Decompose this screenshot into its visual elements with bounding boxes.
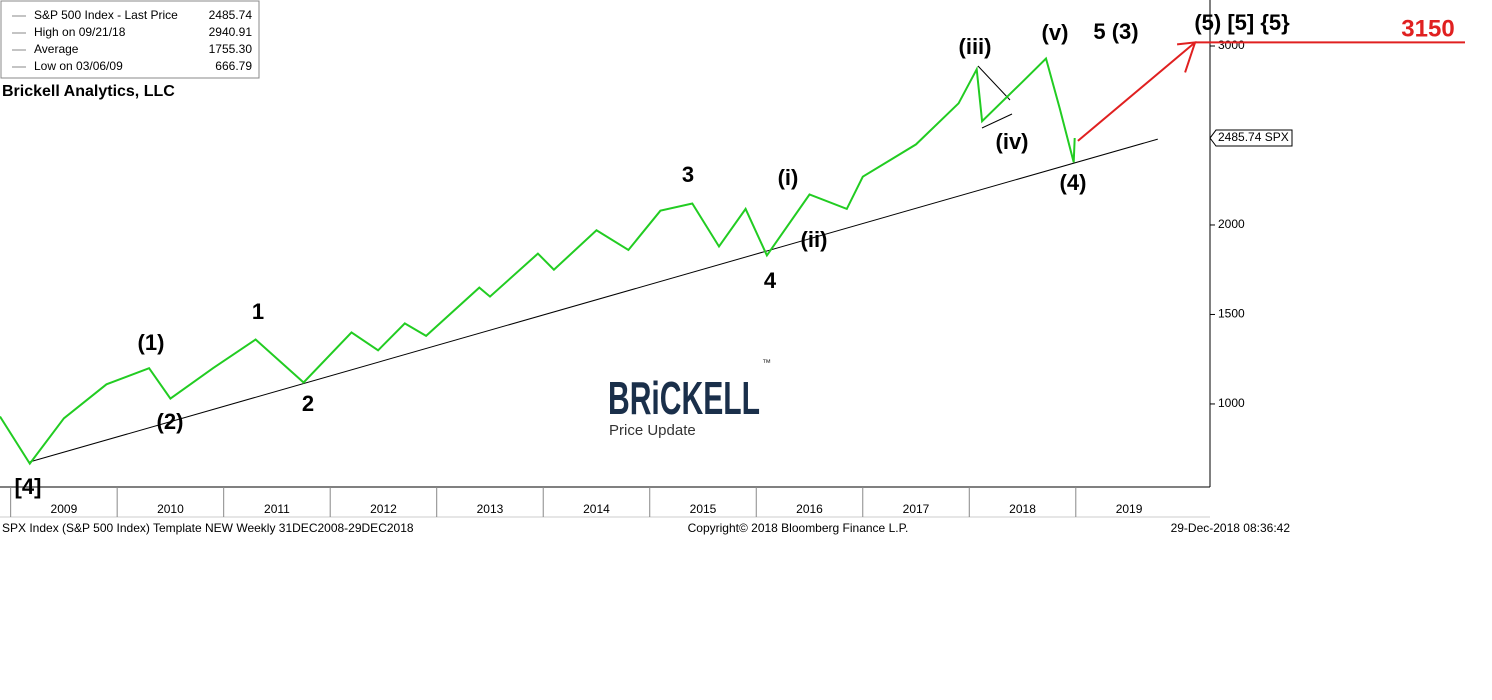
wave-label: 3 [682,162,694,187]
x-tick-label: 2014 [583,502,610,516]
wave-label: 1 [252,299,264,324]
x-tick-label: 2019 [1116,502,1143,516]
legend-box [0,0,260,79]
last-price-tag [1209,129,1293,147]
y-tick-label: 2000 [1218,217,1245,231]
wave-label: [4] [15,474,42,499]
wave-label: (5) [5] {5} [1194,10,1290,35]
y-tick-label: 1000 [1218,396,1245,410]
legend-value: 2485.74 [209,8,253,22]
wave-label: (v) [1042,20,1069,45]
wave-label: (i) [778,165,799,190]
y-tick-label: 1500 [1218,307,1245,321]
y-tick-label: 3000 [1218,38,1245,52]
legend-value: 1755.30 [209,42,253,56]
legend: S&P 500 Index - Last Price 2485.74 High on… [0,0,260,79]
legend-value: 666.79 [215,59,252,73]
footer-right: 29-Dec-2018 08:36:42 [1171,521,1291,535]
wave-labels: [4] (1) (2) 1 2 3 4 (i) (ii) (iii) (iv) … [15,10,1455,499]
wave-label: (iv) [996,129,1029,154]
watermark: BRiCKELL ™ Price Update [608,357,771,439]
legend-label: S&P 500 Index - Last Price [34,8,178,22]
legend-label: High on 09/21/18 [34,25,126,39]
wave-label: 5 (3) [1093,19,1138,44]
watermark-caption: Price Update [609,422,696,439]
price-line [0,56,1076,466]
target-label: 3150 [1401,15,1454,42]
x-tick-label: 2013 [477,502,504,516]
x-tick-label: 2018 [1009,502,1036,516]
x-tick-label: 2015 [690,502,717,516]
x-tick-label: 2010 [157,502,184,516]
x-tick-label: 2012 [370,502,397,516]
x-tick-label: 2016 [796,502,823,516]
wave-label: 2 [302,391,314,416]
footer-left: SPX Index (S&P 500 Index) Template NEW W… [2,521,414,535]
wave-label: (ii) [801,227,828,252]
wave-label: 4 [764,268,777,293]
last-price-label: 2485.74 SPX [1218,130,1289,144]
wave-label: (iii) [959,34,992,59]
legend-value: 2940.91 [209,25,253,39]
wave-label: (4) [1060,170,1087,195]
trendline [29,138,1158,463]
footer: SPX Index (S&P 500 Index) Template NEW W… [2,521,1290,535]
footer-center: Copyright© 2018 Bloomberg Finance L.P. [688,521,909,535]
watermark-mark: ™ [762,357,771,367]
chart-title: Brickell Analytics, LLC [2,83,175,100]
x-tick-label: 2009 [51,502,78,516]
watermark-logo: BRiCKELL [608,372,760,424]
wave-label: (1) [138,330,165,355]
triangle [977,65,1013,129]
legend-label: Low on 03/06/09 [34,59,123,73]
x-tick-label: 2017 [903,502,930,516]
x-tick-label: 2011 [264,502,290,516]
projection-arrow [1077,41,1196,142]
legend-label: Average [34,42,79,56]
